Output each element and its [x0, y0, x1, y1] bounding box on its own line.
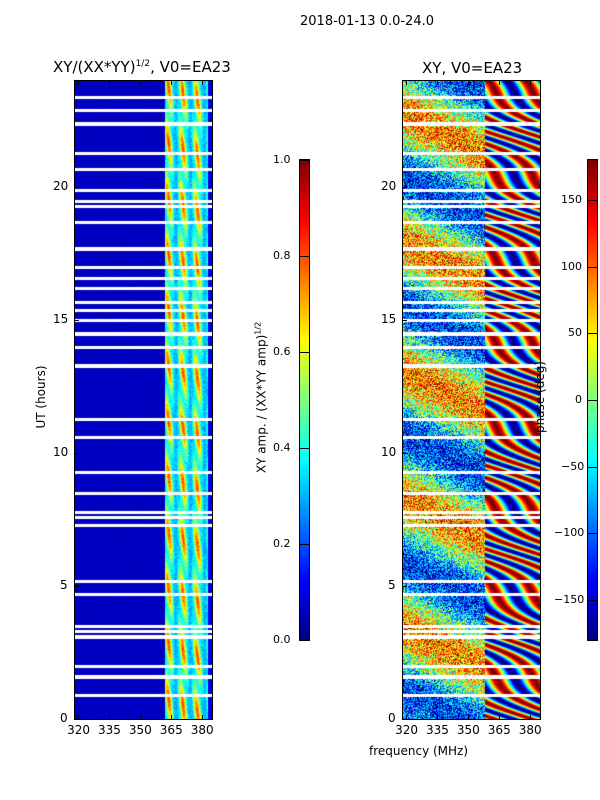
phase-colorbar-label: phase (deg) — [533, 361, 547, 434]
amplitude-colorbar-label: XY amp. / (XX*YY amp)1/2 — [254, 313, 269, 483]
x-tick-mark-top — [436, 81, 438, 85]
colorbar-tick-label: 0.4 — [273, 441, 291, 454]
y-tick-mark — [75, 719, 79, 720]
y-tick-mark — [403, 586, 407, 588]
amplitude-colorbar-frame — [299, 159, 310, 641]
colorbar-tick-label: 0.0 — [273, 633, 291, 646]
colorbar-tick-mark — [300, 640, 309, 641]
x-tick-mark — [170, 715, 172, 719]
colorbar-tick-mark — [300, 448, 309, 449]
colorbar-tick-label: 0.6 — [273, 345, 291, 358]
colorbar-tick-label: 0.8 — [273, 249, 291, 262]
colorbar-tick-label: 50 — [568, 326, 582, 340]
x-tick-mark — [108, 715, 110, 719]
x-tick-label: 335 — [97, 723, 121, 737]
colorbar-tick-mark — [588, 266, 597, 268]
x-axis-label: frequency (MHz) — [369, 744, 469, 758]
y-tick-label: 15 — [381, 312, 397, 327]
y-tick-label: 0 — [60, 711, 68, 725]
colorbar-tick-mark — [588, 533, 597, 535]
y-tick-label: 20 — [381, 179, 397, 194]
colorbar-tick-mark — [300, 160, 309, 161]
y-tick-label: 5 — [388, 578, 396, 593]
x-tick-mark-top — [529, 81, 531, 85]
left-title-main: XY/(XX*YY) — [53, 58, 136, 76]
colorbar-tick-label: −100 — [554, 526, 585, 540]
colorbar-tick-label: −150 — [554, 593, 585, 606]
x-tick-label: 320 — [395, 723, 418, 737]
cb-label-sup: 1/2 — [253, 321, 263, 335]
y-tick-label: 5 — [60, 578, 68, 593]
x-tick-mark-top — [201, 81, 203, 85]
y-tick-mark — [403, 719, 407, 720]
left-axes-frame — [74, 80, 213, 720]
colorbar-tick-label: 100 — [561, 259, 582, 273]
right-axes-frame — [402, 80, 541, 720]
x-tick-mark-top — [498, 81, 500, 85]
y-tick-label: 15 — [53, 312, 69, 327]
x-tick-label: 350 — [456, 723, 480, 737]
x-tick-label: 335 — [425, 723, 449, 737]
amplitude-colorbar — [300, 160, 309, 640]
colorbar-tick-label: 0.2 — [273, 537, 291, 550]
cb-label-main: XY amp. / (XX*YY amp) — [254, 334, 269, 474]
colorbar-tick-label: 150 — [561, 193, 582, 206]
x-tick-mark — [406, 715, 408, 719]
y-tick-mark — [403, 187, 407, 189]
y-tick-mark — [75, 586, 79, 588]
amplitude-heatmap — [75, 81, 212, 719]
colorbar-tick-mark — [588, 200, 597, 201]
x-tick-label: 365 — [159, 723, 183, 737]
left-plot-title: XY/(XX*YY)1/2, V0=EA23 — [53, 58, 231, 76]
colorbar-tick-mark — [588, 466, 597, 468]
x-tick-mark — [78, 715, 80, 719]
colorbar-tick-label: 0 — [575, 393, 582, 406]
x-tick-mark-top — [78, 81, 80, 85]
colorbar-tick-mark — [300, 544, 309, 545]
x-tick-mark-top — [406, 81, 408, 85]
y-tick-label: 10 — [53, 445, 69, 460]
x-tick-mark — [201, 715, 203, 719]
colorbar-tick-label: 1.0 — [273, 153, 291, 166]
colorbar-tick-mark — [588, 600, 597, 601]
colorbar-tick-label: −50 — [561, 459, 585, 473]
colorbar-tick-mark — [300, 352, 309, 353]
right-plot-title: XY, V0=EA23 — [422, 59, 523, 77]
y-tick-mark — [75, 320, 79, 322]
x-tick-mark-top — [108, 81, 110, 85]
y-tick-mark — [403, 320, 407, 322]
x-tick-mark — [139, 715, 141, 719]
y-tick-label: 20 — [53, 179, 69, 194]
y-tick-mark — [403, 453, 407, 455]
phase-heatmap — [403, 81, 540, 719]
colorbar-tick-mark — [300, 256, 309, 257]
x-tick-mark — [529, 715, 531, 719]
x-tick-label: 380 — [518, 723, 542, 737]
x-tick-mark — [467, 715, 469, 719]
left-title-sup: 1/2 — [135, 59, 151, 69]
left-ylabel: UT (hours) — [34, 365, 48, 429]
x-tick-mark — [436, 715, 438, 719]
figure-suptitle: 2018-01-13 0.0-24.0 — [300, 14, 434, 29]
x-tick-label: 320 — [67, 723, 90, 737]
x-tick-mark-top — [467, 81, 469, 85]
x-tick-label: 365 — [487, 723, 511, 737]
y-tick-label: 10 — [381, 445, 397, 460]
x-tick-mark-top — [139, 81, 141, 85]
x-tick-mark-top — [170, 81, 172, 85]
colorbar-tick-mark — [588, 400, 597, 401]
y-tick-mark — [75, 453, 79, 455]
x-tick-label: 380 — [190, 723, 214, 737]
y-tick-mark — [75, 187, 79, 189]
colorbar-tick-mark — [588, 333, 597, 335]
x-tick-label: 350 — [128, 723, 152, 737]
left-title-suffix: , V0=EA23 — [150, 58, 231, 76]
x-tick-mark — [498, 715, 500, 719]
phase-colorbar-frame — [587, 159, 598, 641]
y-tick-label: 0 — [388, 711, 396, 725]
